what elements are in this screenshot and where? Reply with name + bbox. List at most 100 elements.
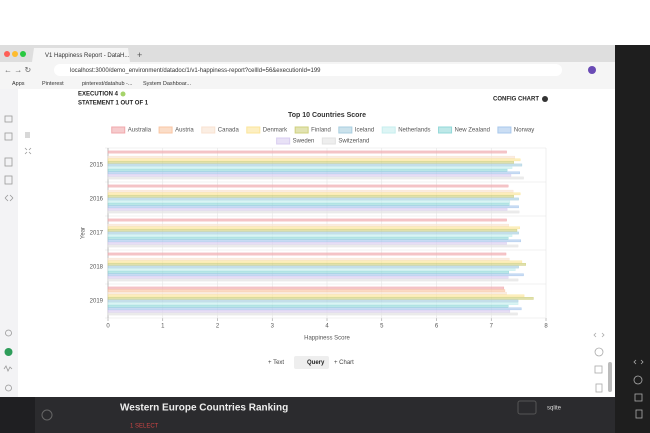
legend-item: Denmark: [246, 126, 288, 134]
add-text[interactable]: + Text: [268, 360, 284, 366]
bookmark[interactable]: pinterest/datahub -...: [82, 81, 133, 87]
info-icon[interactable]: [542, 96, 548, 102]
bar: [107, 234, 513, 237]
bar: [107, 155, 515, 159]
legend-swatch: [338, 126, 353, 134]
address-bar[interactable]: [54, 64, 562, 76]
profile[interactable]: [588, 66, 596, 74]
legend-swatch: [276, 137, 291, 145]
side-window-icons[interactable]: [633, 359, 644, 419]
new-tab[interactable]: +: [137, 50, 142, 60]
x-tick-label: 3: [271, 324, 275, 330]
legend-item: Australia: [111, 126, 152, 134]
add-chart[interactable]: + Chart: [334, 360, 354, 366]
bar: [107, 276, 509, 279]
query-button[interactable]: Query: [307, 360, 325, 366]
engine-select[interactable]: sqlite: [547, 406, 562, 412]
maximize-button[interactable]: [20, 51, 26, 57]
user-avatar[interactable]: [4, 348, 13, 356]
next-cell: [0, 397, 615, 433]
bar: [107, 273, 524, 277]
bar: [107, 184, 509, 188]
side-window: [615, 45, 650, 433]
legend-label: Switzerland: [338, 139, 369, 145]
legend-label: Canada: [218, 128, 240, 134]
bar: [107, 289, 506, 292]
legend-item: New Zealand: [438, 126, 490, 134]
bar: [107, 226, 520, 230]
right-icons[interactable]: [593, 332, 605, 393]
y-tick-label: 2015: [90, 163, 104, 169]
bookmark[interactable]: System Dashboar...: [143, 81, 191, 87]
bar: [107, 270, 509, 274]
x-axis-title: Happiness Score: [304, 336, 350, 342]
x-tick-label: 4: [325, 324, 329, 330]
scrollbar[interactable]: [608, 362, 612, 392]
bar: [107, 242, 507, 245]
sidebar-icons[interactable]: [3, 115, 14, 392]
next-cell-gutter: [0, 397, 35, 433]
tab[interactable]: [32, 48, 130, 62]
legend-swatch: [294, 126, 309, 134]
run-button[interactable]: [517, 400, 537, 415]
legend-swatch: [158, 126, 173, 134]
config-chart[interactable]: CONFIG CHART: [493, 97, 539, 103]
bookmark[interactable]: Pinterest: [42, 81, 64, 87]
bar: [107, 168, 508, 172]
code-line: 1 SELECT: [130, 424, 159, 430]
legend-swatch: [201, 126, 216, 134]
bookmark[interactable]: Apps: [12, 81, 25, 87]
bookmarks-bar: [0, 78, 615, 89]
execution-label[interactable]: EXECUTION 4: [78, 92, 119, 98]
legend-item: Switzerland: [321, 137, 369, 145]
bar: [107, 223, 509, 227]
bar: [107, 286, 505, 290]
x-tick-label: 0: [106, 324, 110, 330]
cell-icons[interactable]: [24, 132, 32, 155]
legend-swatch: [111, 126, 126, 134]
bar: [107, 208, 508, 211]
bar: [107, 163, 523, 167]
legend-item: Austria: [158, 126, 194, 134]
status-dot: [120, 91, 126, 97]
statement-label[interactable]: STATEMENT 1 OUT OF 1: [78, 101, 149, 107]
nav-buttons[interactable]: ← → ↻: [4, 66, 31, 75]
bar: [107, 229, 518, 232]
legend-item: Norway: [497, 126, 534, 134]
legend-label: Finland: [311, 128, 331, 134]
bar: [107, 150, 507, 154]
sidebar: [0, 89, 18, 397]
bar: [107, 307, 522, 311]
legend-item: Sweden: [276, 137, 315, 145]
next-cell-title: Western Europe Countries Ranking: [120, 403, 288, 414]
legend-item: Canada: [201, 126, 240, 134]
tab-title: V1 Happiness Report - DataH...: [45, 53, 130, 59]
y-tick-label: 2016: [90, 197, 104, 203]
legend-label: Sweden: [293, 139, 315, 145]
bar: [107, 263, 526, 266]
x-tick-label: 7: [490, 324, 494, 330]
bar: [107, 265, 519, 269]
y-tick-label: 2019: [90, 299, 104, 305]
bar: [107, 310, 511, 313]
minimize-button[interactable]: [12, 51, 18, 57]
bar: [107, 302, 519, 305]
bar: [107, 158, 521, 162]
bar: [107, 176, 524, 180]
bar: [107, 231, 519, 235]
legend-label: Denmark: [263, 128, 288, 134]
bar: [107, 161, 514, 164]
bar: [107, 210, 520, 214]
bar: [107, 192, 521, 196]
bar: [107, 294, 525, 298]
bar: [107, 304, 509, 308]
cell-icon[interactable]: [41, 409, 53, 421]
bar: [107, 252, 507, 256]
bar: [107, 312, 518, 316]
bar: [107, 218, 507, 222]
x-tick-label: 8: [544, 324, 548, 330]
bar: [107, 236, 509, 240]
close-button[interactable]: [4, 51, 10, 57]
y-tick-label: 2017: [90, 231, 104, 237]
